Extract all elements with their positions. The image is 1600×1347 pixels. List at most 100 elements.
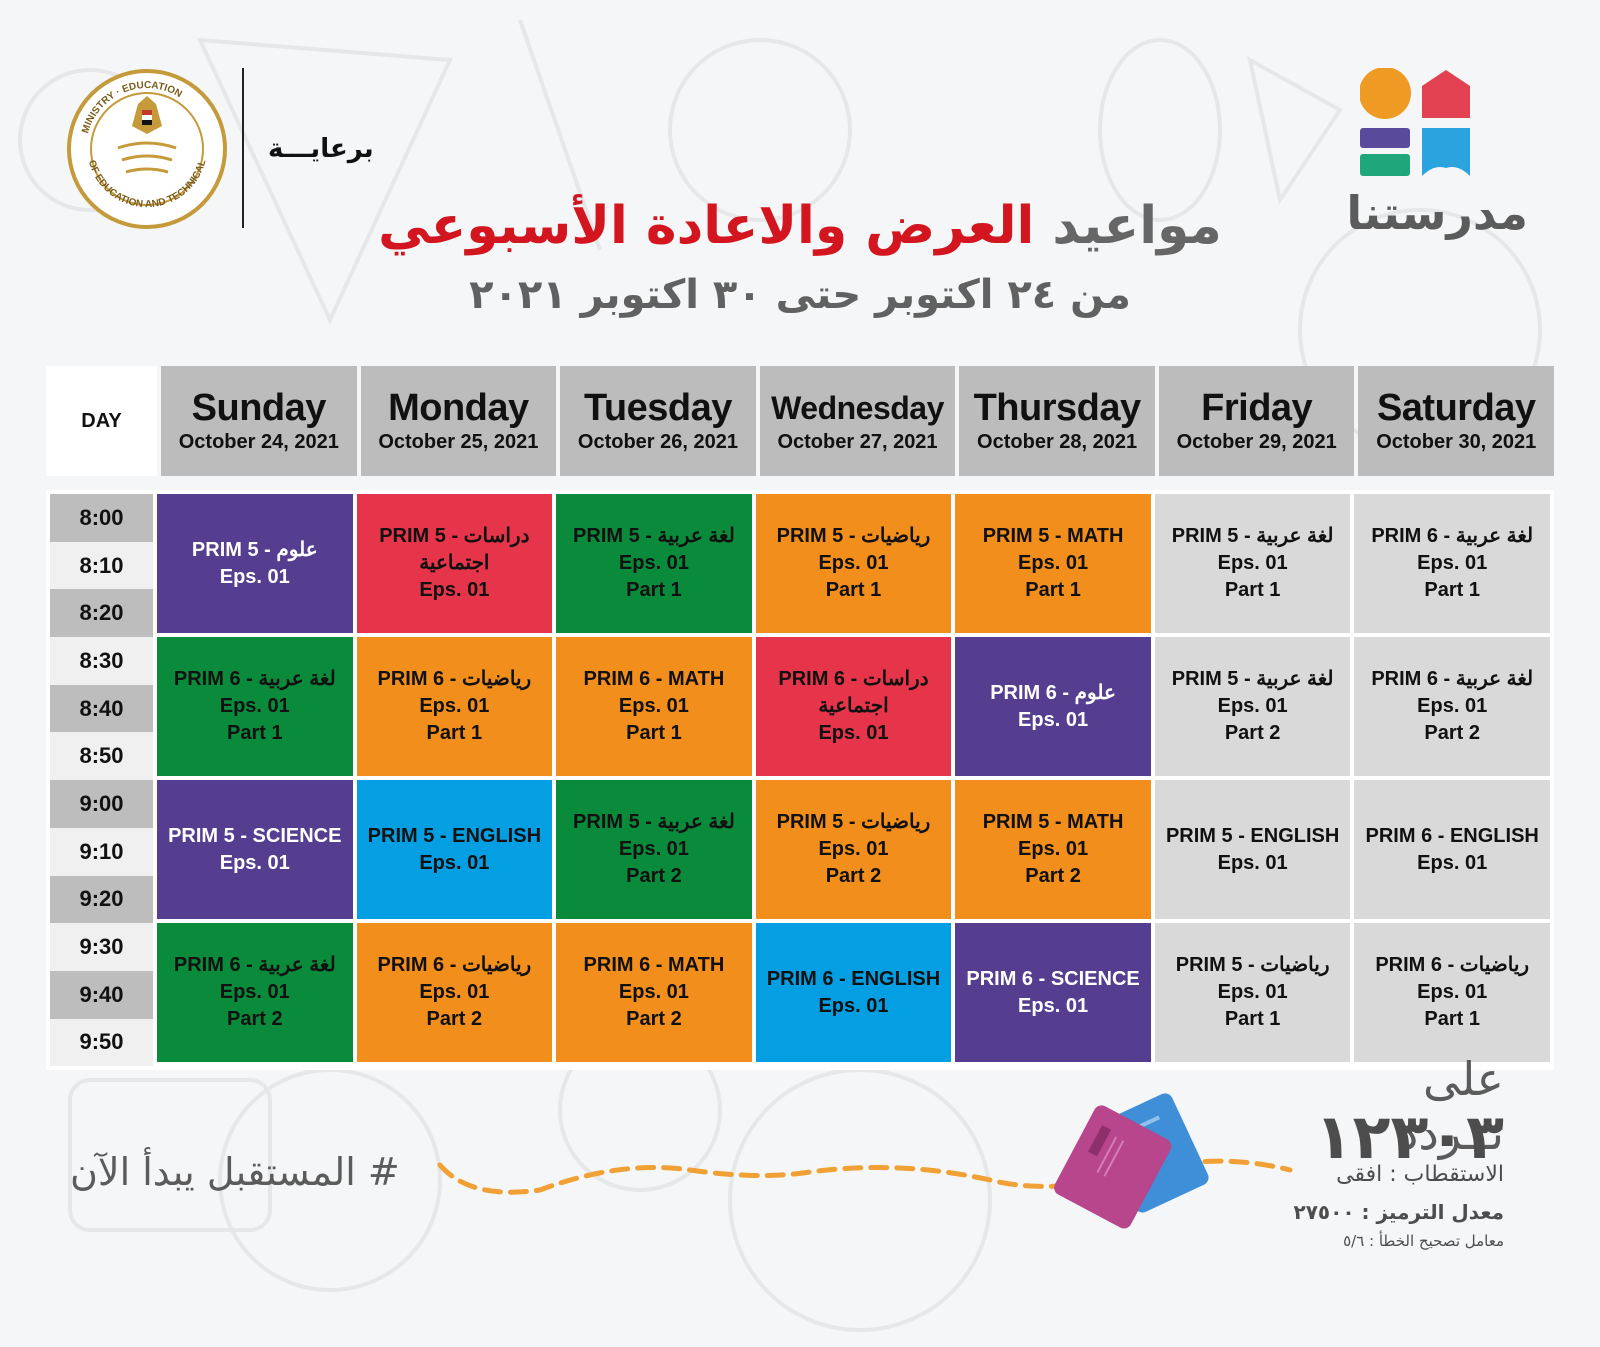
slot-part: Part 2 xyxy=(226,1008,283,1030)
slot-part: Part 2 xyxy=(1025,865,1081,887)
slot-title: PRIM 6 - لغة عربية xyxy=(173,668,336,690)
time-slot-label: 9:20 xyxy=(50,875,153,924)
day-date: October 27, 2021 xyxy=(777,431,938,453)
ministry-of-education-logo: OF EDUCATION AND TECHNICAL MINISTRY · ED… xyxy=(66,68,228,230)
slot-part: Part 1 xyxy=(1224,579,1281,601)
slot-ep: Eps. 01 xyxy=(1417,695,1488,717)
slot-ep: Eps. 01 xyxy=(618,552,689,574)
slot-title: PRIM 5 - لغة عربية xyxy=(1171,668,1334,690)
time-slot-label: 8:40 xyxy=(50,684,153,733)
day-name: Monday xyxy=(388,387,529,429)
slot-ep: Eps. 01 xyxy=(419,981,490,1003)
slot-title: PRIM 6 - MATH xyxy=(583,668,725,690)
day-column-header: DAY xyxy=(46,366,157,476)
title-highlight: العرض والاعادة الأسبوعي xyxy=(378,196,1035,256)
time-slot-label: 8:30 xyxy=(50,637,153,685)
slot-ep: Eps. 01 xyxy=(419,851,490,874)
slot-ep: Eps. 01 xyxy=(1217,981,1288,1003)
slot-part: Part 1 xyxy=(626,722,682,744)
slot-title: PRIM 5 - لغة عربية xyxy=(573,525,735,547)
slot-part: Part 2 xyxy=(1424,722,1480,744)
hashtag-slogan: # المستقبل يبدأ الآن xyxy=(70,1150,400,1194)
slot-title: PRIM 6 - دراسات اجتماعية xyxy=(778,668,929,717)
slot-part: Part 1 xyxy=(626,579,682,601)
slot-ep: Eps. 01 xyxy=(618,838,689,860)
slot-title: PRIM 5 - ENGLISH xyxy=(367,824,542,847)
schedule-slot: PRIM 5 - ENGLISH Eps. 01 xyxy=(1154,780,1351,919)
day-name: Saturday xyxy=(1376,387,1536,429)
slot-title: PRIM 5 - SCIENCE xyxy=(168,824,342,847)
slot-part: Part 2 xyxy=(825,865,882,887)
schedule-slot: PRIM 5 - لغة عربية Eps. 01 Part 2 xyxy=(1154,637,1351,776)
slot-title: PRIM 6 - رياضيات xyxy=(377,954,532,976)
slot-title: PRIM 5 - رياضيات xyxy=(1175,954,1330,976)
schedule-slot: PRIM 6 - لغة عربية Eps. 01 Part 2 xyxy=(157,923,353,1062)
time-slot-label: 8:10 xyxy=(50,541,153,590)
fec-info: معامل تصحيح الخطأ : ٥/٦ xyxy=(1343,1232,1504,1250)
slot-title: PRIM 5 - دراسات اجتماعية xyxy=(379,525,530,574)
schedule-slot: PRIM 6 - لغة عربية Eps. 01 Part 1 xyxy=(157,637,353,776)
day-header-friday: Friday October 29, 2021 xyxy=(1158,366,1355,476)
schedule-slot: PRIM 5 - دراسات اجتماعية Eps. 01 xyxy=(356,494,553,633)
slot-ep: Eps. 01 xyxy=(1217,851,1288,874)
slot-part: Part 1 xyxy=(825,579,882,601)
slot-ep: Eps. 01 xyxy=(818,722,889,744)
slot-part: Part 2 xyxy=(426,1008,483,1030)
slot-ep: Eps. 01 xyxy=(1417,552,1488,574)
slot-ep: Eps. 01 xyxy=(219,851,290,874)
slot-part: Part 1 xyxy=(1025,579,1081,601)
slot-title: PRIM 5 - لغة عربية xyxy=(1171,525,1334,547)
schedule-slot: PRIM 6 - علوم Eps. 01 xyxy=(955,637,1151,776)
schedule-slot: PRIM 5 - لغة عربية Eps. 01 Part 1 xyxy=(1154,494,1351,633)
day-date: October 25, 2021 xyxy=(378,431,539,453)
schedule-slot: PRIM 5 - رياضيات Eps. 01 Part 2 xyxy=(755,780,952,919)
schedule-slot: PRIM 5 - لغة عربية Eps. 01 Part 1 xyxy=(556,494,752,633)
slot-ep: Eps. 01 xyxy=(1018,708,1089,731)
schedule-slot: PRIM 6 - MATH Eps. 01 Part 2 xyxy=(556,923,752,1062)
slot-ep: Eps. 01 xyxy=(1217,552,1288,574)
sponsor-label: برعايـــة xyxy=(268,134,374,164)
schedule-slot: PRIM 5 - MATH Eps. 01 Part 1 xyxy=(955,494,1151,633)
day-header-tuesday: Tuesday October 26, 2021 xyxy=(560,366,756,476)
slot-part: Part 1 xyxy=(1224,1008,1281,1030)
slot-ep: Eps. 01 xyxy=(1018,838,1089,860)
schedule-slot: PRIM 5 - لغة عربية Eps. 01 Part 2 xyxy=(556,780,752,919)
day-date: October 29, 2021 xyxy=(1176,431,1337,453)
polarization-info: الاستقطاب : افقى xyxy=(1336,1162,1504,1187)
schedule-body: 8:00 8:10 8:20 8:30 8:40 8:50 9:00 9:10 9:20 9:30… xyxy=(46,490,1554,1071)
day-name: Tuesday xyxy=(584,387,732,429)
slot-ep: Eps. 01 xyxy=(1417,981,1488,1003)
slot-title: PRIM 5 - رياضيات xyxy=(776,525,931,547)
schedule-slot: PRIM 6 - رياضيات Eps. 01 Part 2 xyxy=(356,923,553,1062)
schedule-slot: PRIM 6 - ENGLISH Eps. 01 xyxy=(1354,780,1550,919)
table-header-row: DAY Sunday October 24, 2021 Monday October… xyxy=(46,366,1555,476)
slot-title: PRIM 5 - MATH xyxy=(982,525,1124,547)
slot-title: PRIM 6 - MATH xyxy=(583,954,725,976)
schedule-slot: PRIM 6 - رياضيات Eps. 01 Part 1 xyxy=(1354,923,1550,1062)
frequency-number: ١٢٣٠٣ xyxy=(1314,1100,1504,1173)
day-date: October 24, 2021 xyxy=(178,431,339,453)
day-header-saturday: Saturday October 30, 2021 xyxy=(1358,366,1555,476)
schedule-slot: PRIM 6 - دراسات اجتماعية Eps. 01 xyxy=(755,637,952,776)
time-slot-label: 9:30 xyxy=(50,923,153,971)
slot-title: PRIM 5 - MATH xyxy=(982,811,1124,833)
day-date: October 26, 2021 xyxy=(577,431,738,453)
day-header-sunday: Sunday October 24, 2021 xyxy=(161,366,357,476)
slot-part: Part 1 xyxy=(226,722,283,744)
schedule-slot: PRIM 5 - رياضيات Eps. 01 Part 1 xyxy=(1154,923,1351,1062)
schedule-slot: PRIM 6 - MATH Eps. 01 Part 1 xyxy=(556,637,752,776)
day-date: October 30, 2021 xyxy=(1376,431,1537,453)
slot-title: PRIM 6 - رياضيات xyxy=(1375,954,1530,976)
slot-title: PRIM 6 - ENGLISH xyxy=(766,967,941,990)
books-illustration xyxy=(1054,1093,1209,1229)
brand-name: مدرستنا xyxy=(1346,186,1528,240)
schedule-slot: PRIM 5 - MATH Eps. 01 Part 2 xyxy=(955,780,1151,919)
slot-ep: Eps. 01 xyxy=(219,981,290,1003)
schedule-slot: PRIM 6 - ENGLISH Eps. 01 xyxy=(755,923,952,1062)
slot-ep: Eps. 01 xyxy=(1217,695,1288,717)
slot-title: PRIM 6 - لغة عربية xyxy=(1371,668,1534,690)
slot-ep: Eps. 01 xyxy=(818,994,889,1017)
day-header-thursday: Thursday October 28, 2021 xyxy=(959,366,1155,476)
slot-title: PRIM 6 - ENGLISH xyxy=(1365,824,1539,847)
slot-ep: Eps. 01 xyxy=(618,981,689,1003)
